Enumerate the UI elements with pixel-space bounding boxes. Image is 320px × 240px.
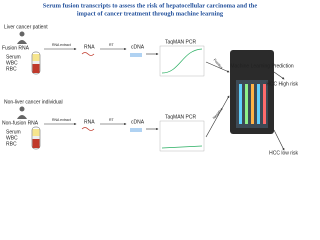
arrow (273, 71, 285, 80)
cdna-label: cDNA (131, 119, 145, 125)
arrow (273, 129, 285, 151)
group-label: Liver cancer patient (4, 24, 48, 30)
rna-strand (81, 127, 95, 131)
person-body (17, 115, 27, 119)
cdna-strand (130, 53, 142, 57)
person-head (19, 106, 25, 112)
group-label: Non-liver cancer individual (4, 99, 63, 105)
prediction-label: Machine Learning Prediction (230, 63, 294, 69)
layer-label: RBC (6, 141, 17, 147)
pcr-curve (161, 48, 203, 74)
tube-rbc (32, 64, 40, 73)
title-line: impact of cancer treatment through machi… (77, 10, 224, 17)
extract-label: RNA extract (52, 118, 71, 122)
tube-wbc (32, 61, 40, 64)
layer-label: Serum (6, 54, 21, 60)
rna-strand (81, 52, 95, 56)
layer-label: RBC (6, 66, 17, 72)
layer-label: WBC (6, 60, 18, 66)
title-line: Serum fusion transcripts to assess the r… (43, 2, 258, 9)
extract-label: RNA extract (52, 43, 71, 47)
rt-label: RT (109, 43, 114, 47)
risk-label: HCC High risk (266, 81, 298, 87)
pcr-curve (161, 145, 203, 149)
result-label: Positive (213, 58, 224, 70)
arrow (205, 61, 230, 73)
tube-serum (32, 54, 40, 61)
arrow (205, 95, 230, 138)
machine-lights (239, 84, 266, 124)
rna-type: Non-fusion RNA (2, 120, 39, 126)
tube-serum (32, 129, 40, 136)
rna-label: RNA (84, 44, 95, 50)
risk-label: HCC low risk (269, 150, 298, 156)
pcr-label: TaqMAN PCR (165, 39, 197, 45)
tube-wbc (32, 136, 40, 139)
cdna-label: cDNA (131, 44, 145, 50)
rna-label: RNA (84, 119, 95, 125)
diagram: Serum fusion transcripts to assess the r… (2, 2, 298, 156)
rt-label: RT (109, 118, 114, 122)
layer-label: Serum (6, 129, 21, 135)
result-label: Negative (212, 107, 224, 120)
pcr-label: TaqMAN PCR (165, 114, 197, 120)
person-head (19, 31, 25, 37)
layer-label: WBC (6, 135, 18, 141)
tube-rbc (32, 139, 40, 148)
cdna-strand (130, 128, 142, 132)
person-body (17, 40, 27, 44)
rna-type: Fusion RNA (2, 45, 30, 51)
